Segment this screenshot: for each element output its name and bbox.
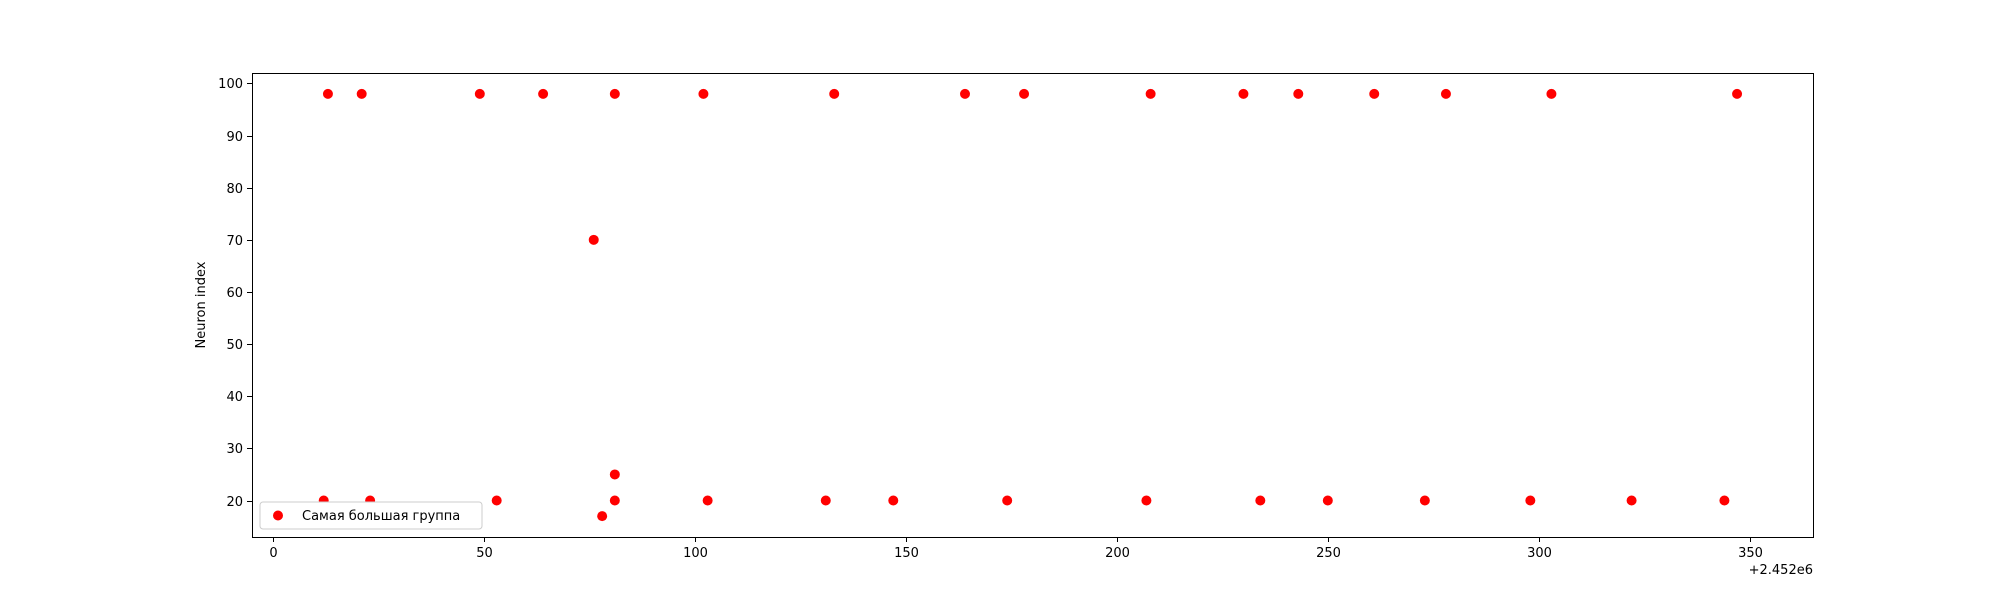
y-tick-label: 60 [226,286,243,301]
legend-box [259,501,483,530]
scatter-point [474,88,485,99]
x-offset-label: +2.452e6 [1749,563,1813,578]
y-tick-label: 50 [226,338,243,353]
x-tick-label: 200 [1105,546,1130,561]
scatter-point [888,495,899,506]
scatter-point [538,88,549,99]
scatter-point [1322,495,1333,506]
x-tick-label: 350 [1738,546,1763,561]
y-tick-label: 20 [226,495,243,510]
y-tick-label: 100 [218,77,243,92]
scatter-point [609,88,620,99]
scatter-point [609,495,620,506]
scatter-point [1238,88,1249,99]
scatter-point [1525,495,1536,506]
scatter-point [597,511,608,522]
x-tick-label: 300 [1527,546,1552,561]
scatter-point [1145,88,1156,99]
scatter-point [588,234,599,245]
y-tick-label: 40 [226,390,243,405]
scatter-point [1719,495,1730,506]
scatter-point [1255,495,1266,506]
y-tick-label: 90 [226,130,243,145]
plot-frame [252,73,1814,538]
scatter-point [959,88,970,99]
legend-marker [273,510,283,521]
x-tick-label: 0 [269,546,277,561]
legend: Самая большая группа [259,501,483,530]
scatter-point [820,495,831,506]
scatter-point [698,88,709,99]
plot-area [252,73,1813,537]
scatter-point [829,88,840,99]
y-tick-label: 70 [226,234,243,249]
scatter-point [356,88,367,99]
scatter-point [1546,88,1557,99]
scatter-point [1141,495,1152,506]
x-tick-label: 150 [894,546,919,561]
scatter-point [1732,88,1743,99]
x-tick-label: 50 [476,546,493,561]
x-axis: 0 50 100 150 200 250 300 350 [269,537,1763,561]
x-tick-label: 100 [683,546,708,561]
x-tick-label: 250 [1316,546,1341,561]
scatter-point [1019,88,1030,99]
y-axis-label: Neuron index [194,261,209,348]
scatter-point [1369,88,1380,99]
scatter-point [1626,495,1637,506]
y-axis: 20 30 40 50 60 70 80 90 100 [218,77,252,510]
y-tick-label: 80 [226,182,243,197]
scatter-point [1440,88,1451,99]
scatter-point [491,495,502,506]
scatter-point [322,88,333,99]
data-points [318,88,1743,522]
y-tick-label: 30 [226,442,243,457]
scatter-point [1419,495,1430,506]
scatter-point [1293,88,1304,99]
scatter-point [1002,495,1013,506]
scatter-point [702,495,713,506]
scatter-point [609,469,620,480]
legend-label: Самая большая группа [302,509,460,524]
